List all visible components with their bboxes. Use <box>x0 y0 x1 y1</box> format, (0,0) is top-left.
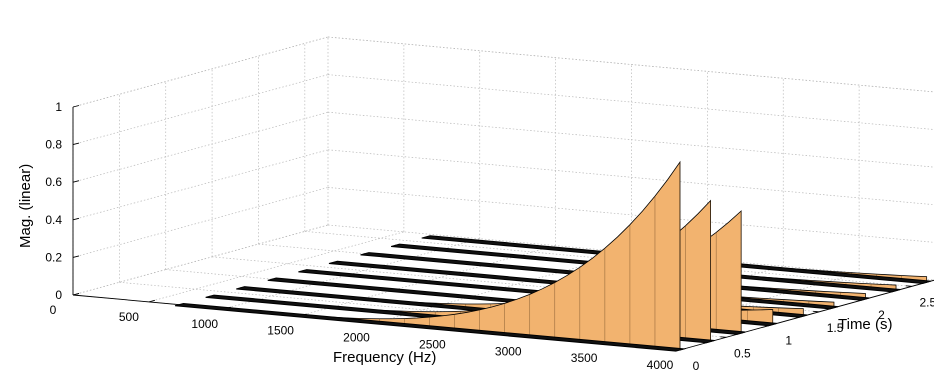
ridge-base <box>174 302 685 352</box>
grid-line <box>327 149 934 206</box>
x-tick-label: 3000 <box>495 344 522 358</box>
x-tick-label: 2000 <box>343 331 370 345</box>
y-tick-label: 0 <box>693 359 700 370</box>
y-tick-mark <box>905 285 912 287</box>
grid-line <box>72 224 329 296</box>
z-tick-mark <box>72 293 80 296</box>
x-tick-label: 500 <box>119 310 139 324</box>
x-axis-title: Frequency (Hz) <box>333 349 436 366</box>
surface-strip <box>174 160 685 352</box>
y-tick-mark <box>813 310 820 313</box>
x-tick-label: 3500 <box>571 351 598 365</box>
z-tick-mark <box>72 105 80 108</box>
grid-line <box>327 187 934 243</box>
grid-line <box>327 36 934 93</box>
x-tick-label: 4000 <box>647 358 674 370</box>
surface-strips <box>174 160 931 352</box>
x-tick-label: 2500 <box>419 337 446 351</box>
grid-line <box>72 111 329 183</box>
tick-labels: 0 500 1000 1500 2000 2500 3000 3500 4000 0 0.5 1 1.5… <box>45 100 934 370</box>
x-tick-label: 1000 <box>191 317 218 331</box>
z-tick-label: 0.4 <box>45 213 62 227</box>
y-tick-label: 1 <box>785 334 792 348</box>
y-tick-label: 1.5 <box>827 321 844 335</box>
y-tick-label: 2 <box>878 308 885 322</box>
z-tick-mark <box>72 142 80 146</box>
x-tick-label: 0 <box>50 303 57 317</box>
grid-line <box>72 36 329 108</box>
x-tick-label: 1500 <box>267 324 294 338</box>
z-tick-label: 0 <box>55 288 62 302</box>
z-tick-label: 0.6 <box>45 175 62 189</box>
z-axis-title: Mag. (linear) <box>17 164 34 248</box>
grid-line <box>72 187 329 258</box>
y-tick-label: 2.5 <box>919 295 934 309</box>
z-tick-label: 1 <box>55 100 62 114</box>
z-tick-label: 0.8 <box>45 138 62 152</box>
x-tick-mark <box>148 299 155 303</box>
z-tick-mark <box>72 217 80 221</box>
grid-line <box>72 74 329 145</box>
z-tick-mark <box>72 255 80 258</box>
y-axis-title: Time (s) <box>838 316 892 333</box>
y-tick-label: 0.5 <box>734 346 751 360</box>
grid-line <box>327 111 934 168</box>
grid-line <box>327 74 934 130</box>
grid-line <box>72 149 329 221</box>
z-tick-mark <box>72 180 80 183</box>
y-tick-mark <box>720 336 727 338</box>
z-tick-label: 0.2 <box>45 250 62 264</box>
